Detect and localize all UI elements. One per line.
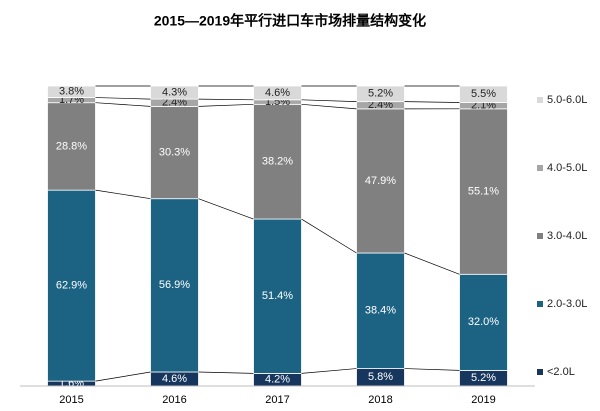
connector-line bbox=[301, 218, 357, 254]
connector-line bbox=[404, 368, 460, 371]
bar-segment bbox=[356, 252, 405, 369]
bar-segment bbox=[253, 103, 302, 220]
connector-line bbox=[301, 99, 357, 102]
legend-swatch bbox=[537, 97, 543, 103]
bar-segment bbox=[47, 102, 96, 191]
connector-line bbox=[95, 189, 151, 200]
data-label: 4.6% bbox=[265, 87, 290, 99]
legend-label: 4.0-5.0L bbox=[547, 162, 587, 174]
legend-label: 5.0-6.0L bbox=[547, 94, 587, 106]
bar-segment bbox=[47, 189, 96, 382]
data-label: 51.4% bbox=[262, 290, 293, 302]
bar-segment bbox=[356, 108, 405, 254]
data-label: 4.3% bbox=[162, 86, 187, 98]
connector-line bbox=[301, 368, 357, 374]
data-label: 5.2% bbox=[471, 372, 496, 384]
data-label: 28.8% bbox=[56, 140, 87, 152]
connector-line bbox=[198, 103, 254, 107]
bar-segment bbox=[253, 85, 302, 101]
data-label: 30.3% bbox=[159, 146, 190, 158]
legend-label: 2.0-3.0L bbox=[547, 298, 587, 310]
x-tick-label: 2017 bbox=[265, 394, 289, 406]
data-label: 56.9% bbox=[159, 279, 190, 291]
bar-segment bbox=[150, 198, 199, 373]
x-tick-label: 2018 bbox=[368, 394, 392, 406]
bar-segment bbox=[150, 85, 199, 100]
bar-segment bbox=[459, 108, 508, 275]
data-label: 2.4% bbox=[368, 99, 393, 111]
bar-segment bbox=[253, 218, 302, 374]
connector-line bbox=[95, 102, 151, 107]
connector-line bbox=[95, 371, 151, 382]
connector-line bbox=[95, 97, 151, 100]
bar-segment bbox=[47, 85, 96, 98]
data-label: 32.0% bbox=[468, 316, 499, 328]
legend-swatch bbox=[537, 301, 543, 307]
data-label: 4.2% bbox=[265, 374, 290, 386]
chart-title: 2015—2019年平行进口车市场排量结构变化 bbox=[154, 13, 426, 29]
data-label: 5.5% bbox=[471, 88, 496, 100]
x-tick-label: 2015 bbox=[59, 394, 83, 406]
bar-segment bbox=[150, 106, 199, 200]
connector-line bbox=[404, 252, 460, 275]
data-label: 38.4% bbox=[365, 305, 396, 317]
data-label: 3.8% bbox=[59, 86, 84, 98]
connector-line bbox=[198, 371, 254, 374]
x-tick-label: 2016 bbox=[162, 394, 186, 406]
bar-segment bbox=[459, 273, 508, 371]
bar-segment bbox=[356, 85, 405, 103]
legend-label: 3.0-4.0L bbox=[547, 230, 587, 242]
data-label: 55.1% bbox=[468, 185, 499, 197]
data-label: 2.4% bbox=[162, 97, 187, 109]
bar-segment bbox=[459, 85, 508, 103]
data-label: 62.9% bbox=[56, 280, 87, 292]
data-label: 5.8% bbox=[368, 371, 393, 383]
data-label: 38.2% bbox=[262, 156, 293, 168]
legend-swatch bbox=[537, 233, 543, 239]
legend-label: <2.0L bbox=[547, 366, 575, 378]
legend-swatch bbox=[537, 165, 543, 171]
connector-line bbox=[198, 198, 254, 220]
connector-line bbox=[301, 103, 357, 110]
data-label: 4.6% bbox=[162, 373, 187, 385]
data-label: 47.9% bbox=[365, 175, 396, 187]
legend-swatch bbox=[537, 369, 543, 375]
x-tick-label: 2019 bbox=[471, 394, 495, 406]
connector-line bbox=[404, 101, 460, 103]
connector-line bbox=[198, 98, 254, 101]
data-label: 5.2% bbox=[368, 88, 393, 100]
